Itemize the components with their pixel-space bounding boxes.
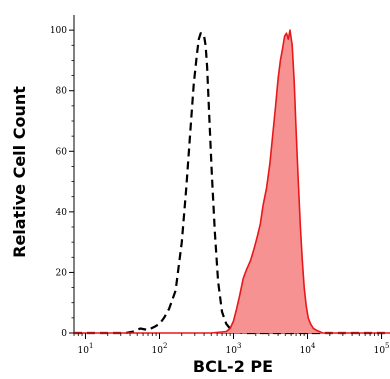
plot-axes: [73, 15, 390, 334]
series-1-fill: [74, 30, 390, 333]
y-tick-label-40: 40: [56, 208, 68, 218]
x-tick-label-2: 102: [152, 342, 168, 356]
series-layer: [74, 29, 390, 335]
x-axis-title: BCL-2 PE: [193, 357, 273, 376]
y-tick-label-80: 80: [56, 87, 68, 97]
y-tick-label-60: 60: [56, 147, 68, 157]
y-axis-title: Relative Cell Count: [10, 86, 29, 258]
y-tick-label-0: 0: [61, 329, 67, 339]
series-1-line: [74, 29, 390, 334]
y-tick-label-100: 100: [50, 26, 67, 36]
x-tick-label-1: 101: [78, 342, 94, 356]
y-tick-label-20: 20: [56, 268, 68, 278]
series-0-line: [74, 32, 390, 335]
x-tick-label-3: 103: [226, 342, 242, 356]
x-tick-label-5: 105: [374, 342, 390, 356]
x-tick-label-4: 104: [300, 342, 316, 356]
ticks-layer: 0 20 40 60 80 100 101 102 103 104 105: [50, 26, 390, 356]
